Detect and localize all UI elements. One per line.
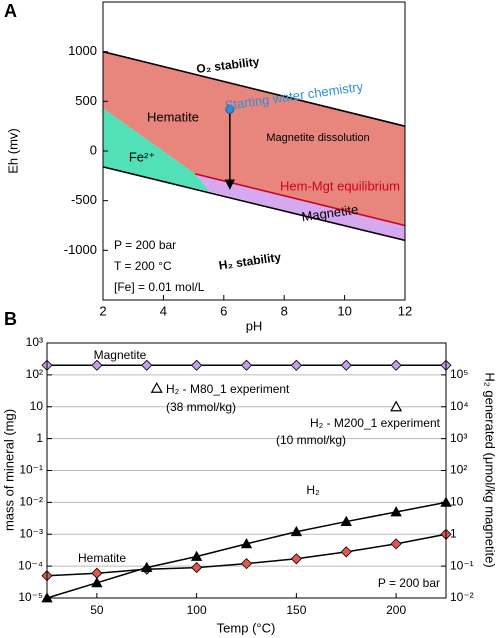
- annotation: O₂ stability: [196, 54, 261, 76]
- x-tick-label: 200: [386, 603, 406, 617]
- y2-tick-label: 10⁻²: [450, 590, 474, 604]
- data-point: [141, 359, 153, 371]
- series-label: Magnetite: [94, 348, 147, 362]
- annotation: T = 200 °C: [114, 259, 172, 273]
- experiment-point: [390, 400, 403, 412]
- y-tick-label: 10³: [26, 335, 43, 349]
- data-point: [340, 546, 352, 558]
- data-point: [290, 359, 302, 371]
- y-tick-label: 10⁻⁵: [18, 590, 43, 604]
- annotation: P = 200 bar: [114, 238, 176, 252]
- data-point: [390, 359, 402, 371]
- y-tick-label: 10⁻⁴: [18, 558, 43, 572]
- series-label: H₂: [306, 483, 320, 497]
- line-label: Hem-Mgt equilibrium: [280, 178, 400, 193]
- x-tick-label: 2: [99, 303, 106, 318]
- data-point: [91, 576, 103, 588]
- x-tick-label: 50: [90, 603, 104, 617]
- annotation: [Fe] = 0.01 mol/L: [114, 280, 205, 294]
- x-axis-label: Temp (°C): [217, 620, 276, 635]
- y-tick-label: 1: [36, 431, 43, 445]
- experiment-label: H₂ - M80_1 experiment: [166, 382, 290, 396]
- data-point: [91, 359, 103, 371]
- plot-frame: [46, 342, 447, 599]
- y-tick-label: 10: [30, 399, 44, 413]
- annotation: H₂ stability: [218, 250, 282, 273]
- data-point: [191, 562, 203, 574]
- data-point: [240, 359, 253, 371]
- y-tick-label: 1000: [68, 43, 97, 58]
- x-tick-label: 100: [187, 603, 207, 617]
- boundary-line: [102, 50, 406, 127]
- y2-tick-label: 10: [450, 495, 464, 509]
- data-point: [390, 538, 402, 550]
- x-tick-label: 10: [337, 303, 351, 318]
- experiment-label: H₂ - M200_1 experiment: [310, 416, 441, 430]
- y2-tick-label: 10³: [450, 431, 467, 445]
- arrow-label: Magnetite dissolution: [266, 132, 369, 144]
- y2-tick-label: 10⁴: [450, 399, 469, 413]
- y-tick-label: 10⁻³: [19, 526, 43, 540]
- x-tick-label: 12: [398, 303, 412, 318]
- region: [195, 173, 405, 241]
- data-point: [290, 553, 302, 565]
- y-tick-label: 10⁻²: [19, 495, 43, 509]
- annotation: P = 200 bar: [378, 576, 440, 590]
- data-point: [191, 359, 203, 371]
- data-point: [240, 558, 253, 570]
- panel-label: A: [4, 1, 17, 21]
- experiment-note: (38 mmol/kg): [166, 400, 236, 414]
- y-axis-label: mass of mineral (mg): [1, 409, 16, 531]
- data-point: [141, 561, 153, 572]
- start-point: [225, 104, 235, 114]
- y2-tick-label: 10⁵: [450, 367, 468, 381]
- region: [103, 108, 210, 192]
- region-label: Fe²⁺: [129, 149, 155, 164]
- data-point: [390, 506, 402, 517]
- y2-axis-label: H₂ generated (μmol/kg magnetite): [483, 372, 498, 567]
- data-point: [240, 538, 253, 549]
- y2-tick-label: 1: [450, 526, 457, 540]
- x-tick-label: 4: [160, 303, 167, 318]
- x-tick-label: 6: [220, 303, 227, 318]
- panel-a-marks: 2 4 6 8 10 12 -1000 -500 0 500 1000: [64, 1, 412, 318]
- y-tick-label: 500: [75, 93, 97, 108]
- data-point: [91, 567, 103, 579]
- data-point: [340, 359, 352, 371]
- y2-tick-label: 10⁻¹: [450, 558, 474, 572]
- y-tick-label: -500: [71, 192, 97, 207]
- x-tick-label: 150: [286, 603, 306, 617]
- y-axis-label: Eh (mv): [5, 128, 20, 174]
- region: [103, 51, 405, 226]
- y-tick-label: 0: [90, 142, 97, 157]
- series-label: Hematite: [78, 551, 126, 565]
- experiment-point: [150, 382, 163, 393]
- experiment-note: (10 mmol/kg): [276, 433, 346, 447]
- boundary-line: [102, 166, 406, 242]
- y2-tick-label: 10²: [450, 463, 467, 477]
- data-point: [340, 515, 352, 526]
- panel-b-marks: 10⁻⁵ 10⁻⁴ 10⁻³ 10⁻² 10⁻¹ 1 10 10² 10³ 10⁻² 10⁻¹ 1 10…: [18, 335, 474, 617]
- data-point: [190, 550, 203, 561]
- region-label: Hematite: [147, 109, 199, 124]
- y-tick-label: 10⁻¹: [19, 463, 43, 477]
- x-tick-label: 8: [281, 303, 288, 318]
- panel-label: B: [4, 309, 17, 329]
- y-tick-label: 10²: [26, 367, 43, 381]
- data-point: [290, 525, 303, 537]
- x-axis-label: pH: [246, 318, 263, 333]
- y-tick-label: -1000: [64, 242, 97, 257]
